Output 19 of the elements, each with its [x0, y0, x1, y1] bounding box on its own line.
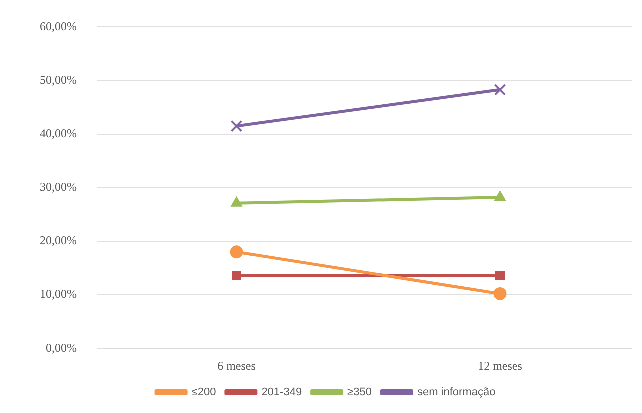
- point: [230, 246, 244, 259]
- y-tick-label: 10,00%: [40, 287, 77, 302]
- y-tick-label: 50,00%: [40, 72, 77, 87]
- legend-label: 201-349: [262, 386, 302, 399]
- y-tick-label: 20,00%: [40, 234, 77, 248]
- point: [494, 84, 506, 96]
- x-tick-label: 12 meses: [478, 358, 523, 373]
- y-tick-label: 40,00%: [40, 126, 77, 140]
- legend-label: ≤200: [192, 386, 216, 399]
- point: [230, 120, 243, 132]
- y-tick-label: 30,00%: [40, 180, 77, 194]
- x-tick-label: 6 meses: [218, 358, 256, 373]
- point: [496, 271, 505, 280]
- legend-label: sem informação: [417, 386, 496, 399]
- y-tick-label: 0,00%: [46, 340, 77, 355]
- point: [232, 271, 242, 280]
- legend-label: ≥350: [348, 386, 372, 399]
- point: [494, 287, 507, 300]
- y-tick-label: 60,00%: [40, 19, 77, 34]
